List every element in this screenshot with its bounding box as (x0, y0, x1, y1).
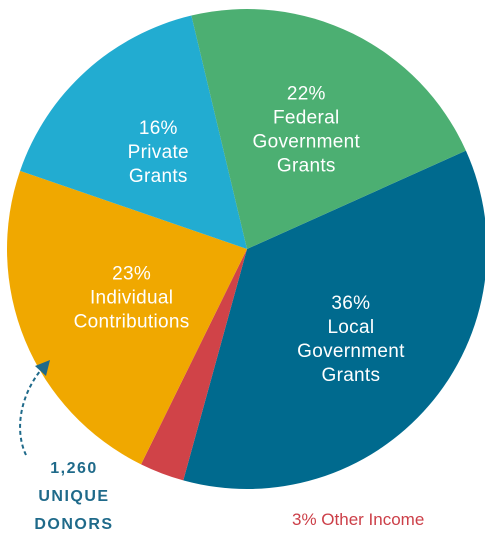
pie-slice-3 (20, 15, 247, 250)
pie-slice-label-2: 23% Individual Contributions (74, 264, 190, 333)
pie-slice-label-line: 16% (139, 118, 178, 139)
pie-slice-label-line: 36% (331, 293, 370, 314)
curved-arrow-icon (19, 360, 50, 456)
pie-slice-1 (141, 249, 247, 481)
pie-slice-0 (183, 150, 485, 489)
pie-slice-label-line: 22% (287, 83, 326, 104)
pie-slice-label-line: Grants (129, 166, 188, 187)
pie-slice-2 (7, 170, 247, 465)
pie-slice-label-line: Local (327, 317, 374, 338)
pie-slice-label-3: 16% Private Grants (128, 118, 189, 187)
unique-donors-annotation: 1,260 UNIQUE DONORS (14, 455, 134, 539)
pie-slice-label-line: Government (297, 341, 405, 362)
pie-slice-label-line: Government (253, 131, 361, 152)
pie-slice-label-line: 23% (112, 264, 151, 285)
pie-slice-label-0: 36% Local Government Grants (297, 293, 405, 386)
pie-slice-label-line: Grants (277, 155, 336, 176)
donor-label-line-1: UNIQUE (38, 488, 110, 505)
pie-slice-label-4: 22% Federal Government Grants (253, 83, 361, 176)
pie-slice-label-line: Private (128, 142, 189, 163)
pie-slices (7, 8, 485, 489)
pie-slice-label-line: Grants (321, 365, 380, 386)
donor-label-line-2: DONORS (34, 516, 114, 533)
pie-labels: 36% Local Government Grants 23% Individual Con… (74, 83, 405, 386)
pie-slice-label-line: Contributions (74, 312, 190, 333)
other-income-label: 3% Other Income (292, 510, 425, 529)
donor-count: 1,260 (50, 460, 98, 477)
pie-slice-4 (191, 8, 466, 250)
pie-slice-label-line: Individual (90, 288, 173, 309)
pie-slice-label-line: Federal (273, 107, 340, 128)
